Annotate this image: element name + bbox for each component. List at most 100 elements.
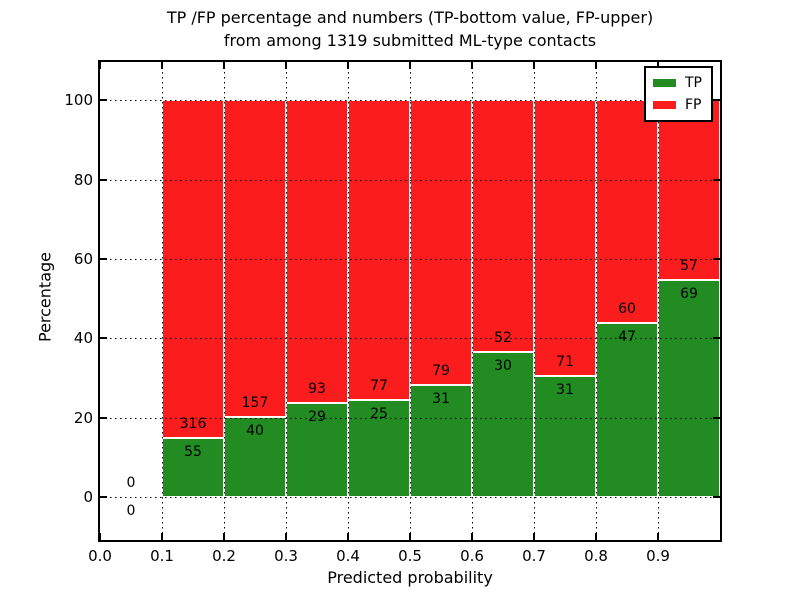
bar-segment-fp — [596, 100, 658, 323]
y-tick-label: 40 — [73, 329, 93, 348]
y-tick-label: 80 — [73, 170, 93, 189]
bar-label-tp: 31 — [556, 382, 574, 399]
x-tick-bottom — [285, 533, 287, 540]
bar-label-tp: 47 — [618, 328, 636, 345]
y-tick-left — [100, 257, 107, 260]
y-tick-right — [713, 416, 720, 419]
bar-label-tp: 30 — [494, 357, 512, 374]
bar-label-tp: 69 — [680, 285, 698, 302]
gridline-vertical — [534, 62, 535, 540]
legend-item-tp: TP — [653, 72, 702, 94]
y-tick-label: 60 — [73, 249, 93, 268]
y-tick-right — [713, 496, 720, 499]
x-tick-bottom — [533, 533, 535, 540]
y-tick-right — [713, 337, 720, 340]
x-tick-label: 0.5 — [398, 547, 422, 565]
x-tick-top — [285, 62, 287, 69]
y-tick-right — [713, 99, 720, 102]
bar-segment-fp — [224, 100, 286, 417]
y-tick-left — [100, 178, 107, 181]
x-tick-bottom — [595, 533, 597, 540]
x-tick-label: 0.1 — [150, 547, 174, 565]
x-tick-top — [347, 62, 349, 69]
y-tick-left — [100, 337, 107, 340]
x-tick-label: 0.2 — [212, 547, 236, 565]
x-tick-label: 0.6 — [460, 547, 484, 565]
x-tick-top — [471, 62, 473, 69]
gridline-vertical — [410, 62, 411, 540]
bar-segment-tp — [596, 322, 658, 498]
x-tick-label: 0.4 — [336, 547, 360, 565]
x-tick-top — [99, 62, 101, 69]
bar-label-tp: 40 — [246, 422, 264, 439]
y-tick-left — [100, 496, 107, 499]
x-tick-top — [223, 62, 225, 69]
bar-label-tp: 25 — [370, 405, 388, 422]
chart-title-line1: TP /FP percentage and numbers (TP-bottom… — [166, 8, 654, 27]
bar-segment-tp — [658, 279, 720, 498]
x-tick-top — [161, 62, 163, 69]
x-tick-label: 0.7 — [522, 547, 546, 565]
x-tick-bottom — [471, 533, 473, 540]
bar-segment-fp — [348, 100, 410, 400]
x-tick-top — [595, 62, 597, 69]
bar-segment-fp — [472, 100, 534, 352]
y-tick-right — [713, 178, 720, 181]
gridline-vertical — [596, 62, 597, 540]
y-tick-left — [100, 99, 107, 102]
gridline-vertical — [224, 62, 225, 540]
bar-segment-tp — [162, 438, 224, 498]
x-tick-top — [657, 62, 659, 69]
gridline-vertical — [472, 62, 473, 540]
x-tick-label: 0.0 — [88, 547, 112, 565]
bar-segment-fp — [286, 100, 348, 403]
x-tick-bottom — [347, 533, 349, 540]
fp-legend-label: FP — [685, 97, 702, 113]
x-tick-label: 0.3 — [274, 547, 298, 565]
y-tick-left — [100, 416, 107, 419]
bar-label-fp: 0 — [126, 475, 136, 492]
bar-label-fp: 57 — [680, 257, 698, 274]
y-tick-label: 0 — [83, 488, 93, 507]
x-tick-bottom — [161, 533, 163, 540]
chart-title: TP /FP percentage and numbers (TP-bottom… — [90, 6, 730, 52]
gridline-vertical — [162, 62, 163, 540]
tp-legend-label: TP — [685, 75, 702, 91]
x-tick-bottom — [409, 533, 411, 540]
legend: TP FP — [644, 66, 713, 122]
bar-label-tp: 55 — [184, 444, 202, 461]
x-axis-label: Predicted probability — [327, 568, 493, 587]
x-tick-bottom — [99, 533, 101, 540]
bar-segment-fp — [534, 100, 596, 377]
x-tick-bottom — [657, 533, 659, 540]
bar-label-fp: 316 — [179, 416, 207, 433]
bar-label-fp: 79 — [432, 363, 450, 380]
bar-label-fp: 52 — [494, 329, 512, 346]
gridline-vertical — [348, 62, 349, 540]
bar-label-tp: 29 — [308, 408, 326, 425]
y-tick-label: 100 — [64, 91, 93, 110]
y-tick-right — [713, 257, 720, 260]
bar-label-fp: 71 — [556, 354, 574, 371]
fp-legend-swatch — [653, 101, 676, 109]
bar-segment-fp — [162, 100, 224, 439]
x-tick-top — [409, 62, 411, 69]
gridline-vertical — [658, 62, 659, 540]
bar-segment-fp — [410, 100, 472, 386]
x-tick-label: 0.9 — [646, 547, 670, 565]
x-tick-top — [533, 62, 535, 69]
legend-item-fp: FP — [653, 94, 702, 116]
bar-segment-tp — [472, 351, 534, 498]
bar-label-fp: 60 — [618, 300, 636, 317]
y-tick-label: 20 — [73, 408, 93, 427]
bar-label-tp: 0 — [126, 503, 136, 520]
gridline-vertical — [286, 62, 287, 540]
bar-label-fp: 77 — [370, 377, 388, 394]
bar-label-fp: 157 — [241, 394, 269, 411]
bar-label-tp: 31 — [432, 391, 450, 408]
tp-legend-swatch — [653, 79, 676, 87]
chart-title-line2: from among 1319 submitted ML-type contac… — [223, 31, 597, 50]
x-tick-label: 0.8 — [584, 547, 608, 565]
x-tick-bottom — [223, 533, 225, 540]
